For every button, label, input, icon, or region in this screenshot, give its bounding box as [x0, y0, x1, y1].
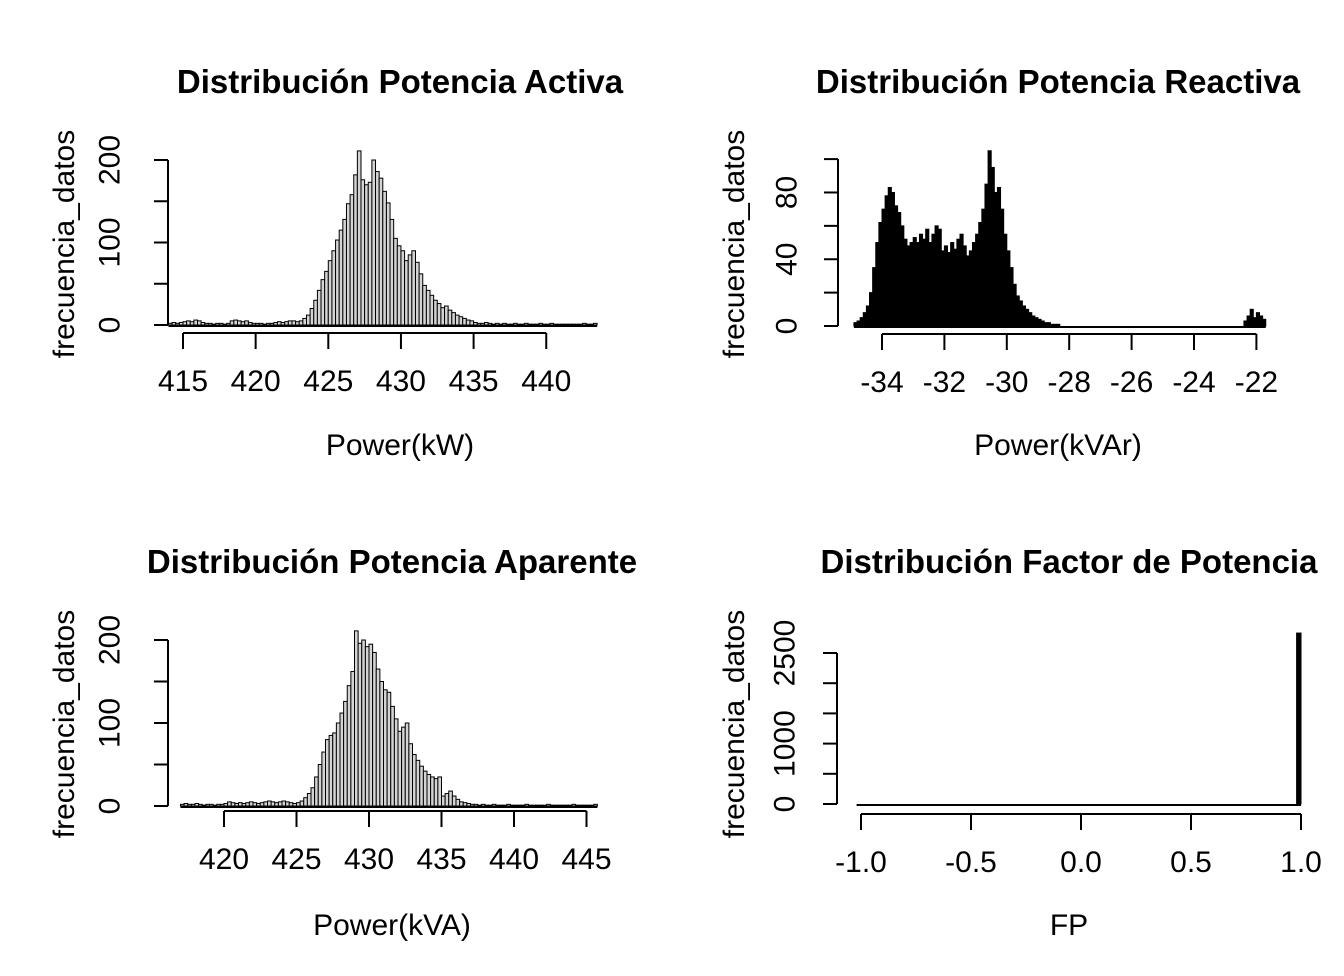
svg-text:425: 425 — [303, 365, 353, 398]
histogram-reactiva-plot: 0 40 80 -34 -32 -30 -28 -26 -24 -22 — [771, 150, 1278, 399]
svg-text:415: 415 — [158, 365, 208, 398]
y-axis-label: frecuencia_datos — [718, 609, 751, 839]
histogram-activa-plot: 0 100 200 415 420 425 430 435 440 — [94, 135, 598, 398]
x-axis-label: FP — [1049, 909, 1089, 942]
svg-text:-34: -34 — [860, 366, 903, 399]
svg-text:200: 200 — [94, 615, 127, 665]
y-axis-label: frecuencia_datos — [48, 129, 81, 359]
x-axis-label: Power(kVA) — [313, 909, 471, 942]
svg-text:-24: -24 — [1172, 366, 1215, 399]
histogram-aparente-plot: 0 100 200 420 425 430 435 440 445 — [94, 615, 612, 876]
y-axis-label: frecuencia_datos — [48, 609, 81, 839]
svg-text:0: 0 — [94, 317, 127, 334]
histogram-fp-plot: 0 1000 2500 -1.0 -0.5 0.0 0.5 1.0 — [769, 620, 1322, 879]
chart-title: Distribución Potencia Reactiva — [815, 63, 1301, 100]
x-axis-label: Power(kVAr) — [974, 429, 1142, 462]
svg-text:425: 425 — [271, 843, 321, 876]
svg-text:100: 100 — [94, 217, 127, 267]
panel-potencia-activa: 0 100 200 415 420 425 430 435 440 Distribución P… — [40, 16, 712, 496]
svg-text:445: 445 — [561, 843, 611, 876]
svg-text:430: 430 — [376, 365, 426, 398]
svg-text:40: 40 — [771, 243, 804, 276]
svg-text:0: 0 — [769, 796, 802, 813]
svg-text:80: 80 — [771, 176, 804, 209]
svg-text:430: 430 — [344, 843, 394, 876]
panel-factor-potencia: 0 1000 2500 -1.0 -0.5 0.0 0.5 1.0 Distribución … — [712, 496, 1344, 976]
svg-text:1.0: 1.0 — [1280, 846, 1322, 879]
svg-text:420: 420 — [231, 365, 281, 398]
svg-text:200: 200 — [94, 135, 127, 185]
svg-text:-22: -22 — [1235, 366, 1278, 399]
svg-text:-0.5: -0.5 — [945, 846, 997, 879]
svg-text:0.5: 0.5 — [1170, 846, 1212, 879]
chart-title: Distribución Factor de Potencia — [820, 543, 1318, 580]
svg-text:2500: 2500 — [769, 620, 802, 687]
svg-text:-32: -32 — [923, 366, 966, 399]
svg-text:440: 440 — [489, 843, 539, 876]
svg-text:440: 440 — [521, 365, 571, 398]
x-axis-label: Power(kW) — [325, 429, 475, 462]
svg-text:420: 420 — [199, 843, 249, 876]
svg-text:0: 0 — [94, 798, 127, 815]
svg-text:-26: -26 — [1110, 366, 1153, 399]
svg-text:-30: -30 — [985, 366, 1028, 399]
y-axis-label: frecuencia_datos — [718, 129, 751, 359]
chart-title: Distribución Potencia Aparente — [146, 543, 638, 580]
svg-text:-28: -28 — [1048, 366, 1091, 399]
panel-potencia-reactiva: 0 40 80 -34 -32 -30 -28 -26 -24 -22 Distribución … — [712, 16, 1344, 496]
svg-text:435: 435 — [416, 843, 466, 876]
svg-text:0: 0 — [771, 318, 804, 335]
svg-text:0.0: 0.0 — [1060, 846, 1102, 879]
svg-text:435: 435 — [449, 365, 499, 398]
panel-potencia-aparente: 0 100 200 420 425 430 435 440 445 Distribución P… — [40, 496, 712, 976]
svg-text:1000: 1000 — [769, 710, 802, 777]
svg-text:-1.0: -1.0 — [835, 846, 887, 879]
svg-text:100: 100 — [94, 698, 127, 748]
chart-title: Distribución Potencia Activa — [176, 63, 624, 100]
